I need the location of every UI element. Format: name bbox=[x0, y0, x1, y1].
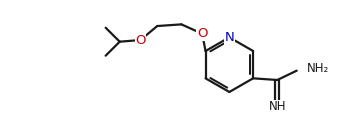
Text: O: O bbox=[197, 27, 208, 40]
Text: N: N bbox=[224, 31, 234, 44]
Text: O: O bbox=[135, 33, 146, 47]
Text: NH₂: NH₂ bbox=[307, 61, 329, 75]
Text: NH: NH bbox=[268, 100, 286, 113]
